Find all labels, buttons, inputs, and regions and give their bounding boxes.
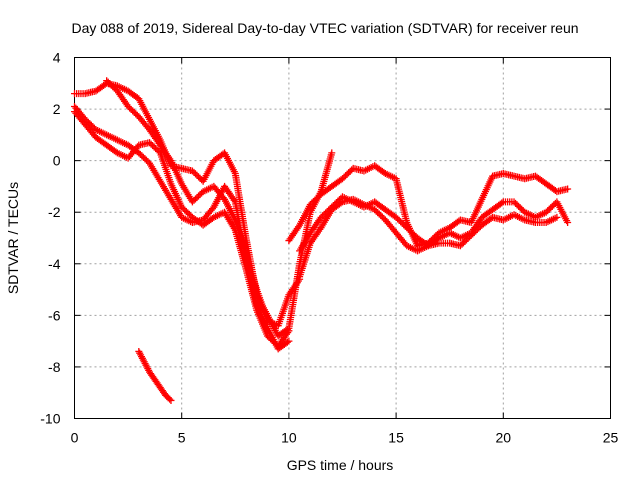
y-axis-label: SDTVAR / TECUs [5,182,21,294]
plot-frame [74,57,611,419]
data-point [155,147,163,155]
tick-labels: 0 5 10 15 20 25 -10 -8 -6 -4 -2 0 2 4 [40,50,618,446]
series-track-1 [71,79,336,340]
x-axis-label: GPS time / hours [287,457,394,473]
x-tick-label: 25 [603,430,619,446]
y-tick-label: -8 [48,359,61,375]
series-track-7 [296,195,561,281]
y-tick-label: -10 [40,411,60,427]
x-tick-label: 0 [71,430,79,446]
data-point [283,338,291,346]
x-tick-label: 15 [388,430,404,446]
series-track-4 [103,77,304,330]
series-track-5 [285,162,572,250]
y-tick-label: 2 [53,101,61,117]
data-point [167,396,175,404]
data-point [285,327,293,335]
data-point [564,219,572,227]
y-tick-label: 0 [53,153,61,169]
x-tick-label: 5 [178,430,186,446]
y-tick-label: 4 [53,50,61,66]
data-point [498,199,506,207]
x-tick-label: 20 [496,430,512,446]
series-track-3 [71,108,293,350]
gridlines [74,57,611,419]
data-point [328,149,336,157]
axis-ticks [74,57,611,419]
y-tick-label: -2 [48,204,61,220]
data-series [71,77,572,404]
y-tick-label: -6 [48,307,61,323]
data-point [285,337,293,345]
data-point [337,199,345,207]
data-point [564,185,572,193]
x-tick-label: 10 [281,430,297,446]
data-point [166,395,174,403]
series-track-8 [135,347,175,404]
data-point [553,213,561,221]
chart-title: Day 088 of 2019, Sidereal Day-to-day VTE… [71,20,578,36]
y-tick-label: -4 [48,256,61,272]
